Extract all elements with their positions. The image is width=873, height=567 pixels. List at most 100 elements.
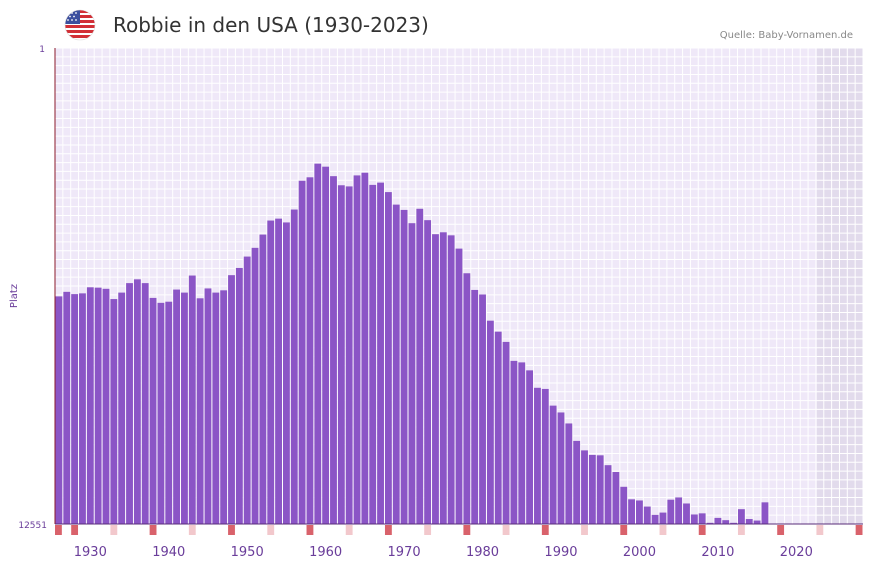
chart-title: Robbie in den USA (1930-2023) — [113, 13, 429, 37]
bar-2010 — [714, 517, 722, 524]
bar-1964 — [353, 175, 361, 524]
bar-2012 — [730, 522, 737, 524]
bar-1954 — [275, 218, 282, 525]
bar-1966 — [369, 184, 377, 525]
x-tick-label-2010: 2010 — [701, 545, 734, 560]
x-tick-label-2000: 2000 — [623, 545, 656, 560]
bar-1934 — [118, 292, 126, 524]
bar-1950 — [243, 256, 251, 524]
bar-1972 — [416, 208, 424, 524]
bar-2005 — [675, 497, 683, 524]
bar-1995 — [596, 455, 604, 524]
year-marker-1938 — [149, 525, 157, 535]
us-flag-icon — [64, 9, 96, 41]
y-tick-label-bottom: 12551 — [18, 521, 47, 531]
bar-1981 — [486, 320, 494, 524]
bar-1993 — [581, 450, 588, 524]
bar-1927 — [63, 291, 71, 524]
year-marker-2028 — [855, 525, 863, 535]
bar-1948 — [228, 275, 235, 524]
bar-2016 — [761, 502, 769, 524]
x-tick-label-2020: 2020 — [780, 545, 813, 560]
year-marker-2003 — [659, 525, 667, 535]
bar-1991 — [565, 423, 573, 524]
bar-1929 — [79, 293, 86, 524]
bar-1992 — [573, 440, 581, 524]
bar-1989 — [549, 405, 557, 524]
bar-1930 — [86, 287, 94, 524]
bar-1973 — [424, 220, 432, 524]
bar-1928 — [71, 294, 79, 524]
bar-1968 — [384, 192, 392, 524]
bar-1999 — [628, 499, 636, 524]
bar-2008 — [698, 513, 706, 524]
bar-1937 — [141, 283, 149, 524]
bar-2011 — [722, 520, 730, 524]
bar-1959 — [314, 163, 322, 524]
year-marker-1978 — [463, 525, 471, 535]
bar-1990 — [557, 412, 565, 524]
bar-1946 — [212, 292, 220, 524]
year-marker-start — [55, 525, 62, 535]
x-tick-label-1970: 1970 — [388, 545, 421, 560]
bar-1942 — [181, 292, 188, 524]
bar-2000 — [636, 500, 643, 524]
year-marker-1928 — [71, 525, 79, 535]
x-tick-label-1990: 1990 — [544, 545, 577, 560]
bar-2013 — [737, 509, 745, 524]
year-marker-1968 — [384, 525, 392, 535]
year-marker-2023 — [816, 525, 824, 535]
bar-1963 — [345, 186, 353, 524]
year-marker-1988 — [541, 525, 549, 535]
bar-1965 — [361, 172, 369, 524]
bar-2007 — [690, 514, 698, 524]
year-marker-2018 — [777, 525, 785, 535]
bar-1969 — [392, 204, 400, 524]
bar-1985 — [518, 362, 526, 524]
bar-1994 — [588, 454, 596, 524]
bar-1976 — [447, 235, 455, 524]
bar-2006 — [683, 503, 690, 524]
bar-1997 — [612, 472, 620, 524]
bar-1949 — [235, 267, 243, 524]
year-marker-1983 — [502, 525, 510, 535]
bar-1931 — [94, 287, 102, 524]
year-marker-2008 — [698, 525, 706, 535]
bar-1980 — [479, 294, 486, 524]
bar-1943 — [188, 275, 196, 524]
year-marker-1958 — [306, 525, 314, 535]
bar-1932 — [102, 288, 110, 524]
bar-1979 — [471, 289, 479, 524]
bar-1926 — [55, 296, 63, 524]
bar-1933 — [110, 299, 118, 524]
bar-1974 — [432, 234, 439, 525]
year-marker-1993 — [581, 525, 588, 535]
bar-1953 — [267, 220, 275, 525]
source-credit: Quelle: Baby-Vornamen.de — [719, 30, 853, 41]
bar-1938 — [149, 297, 157, 524]
bar-1970 — [400, 209, 408, 524]
x-tick-label-1980: 1980 — [466, 545, 499, 560]
bar-2002 — [651, 514, 659, 524]
bar-2015 — [753, 520, 761, 524]
year-marker-1943 — [188, 525, 196, 535]
bar-1956 — [290, 209, 298, 525]
year-marker-1948 — [228, 525, 235, 535]
x-tick-label-1950: 1950 — [231, 545, 264, 560]
year-marker-2013 — [737, 525, 745, 535]
year-marker-1963 — [345, 525, 353, 535]
bar-1944 — [196, 298, 204, 524]
bar-1982 — [494, 331, 502, 524]
x-tick-label-1940: 1940 — [152, 545, 185, 560]
y-tick-label-top: 1 — [39, 45, 45, 55]
bar-1936 — [133, 279, 141, 524]
bar-1978 — [463, 273, 471, 524]
x-tick-label-1930: 1930 — [74, 545, 107, 560]
bar-1987 — [534, 387, 541, 524]
bar-1998 — [620, 486, 628, 524]
bar-2004 — [667, 499, 675, 524]
bar-1988 — [541, 388, 549, 524]
bar-2009 — [706, 522, 714, 524]
bar-1952 — [259, 234, 267, 524]
